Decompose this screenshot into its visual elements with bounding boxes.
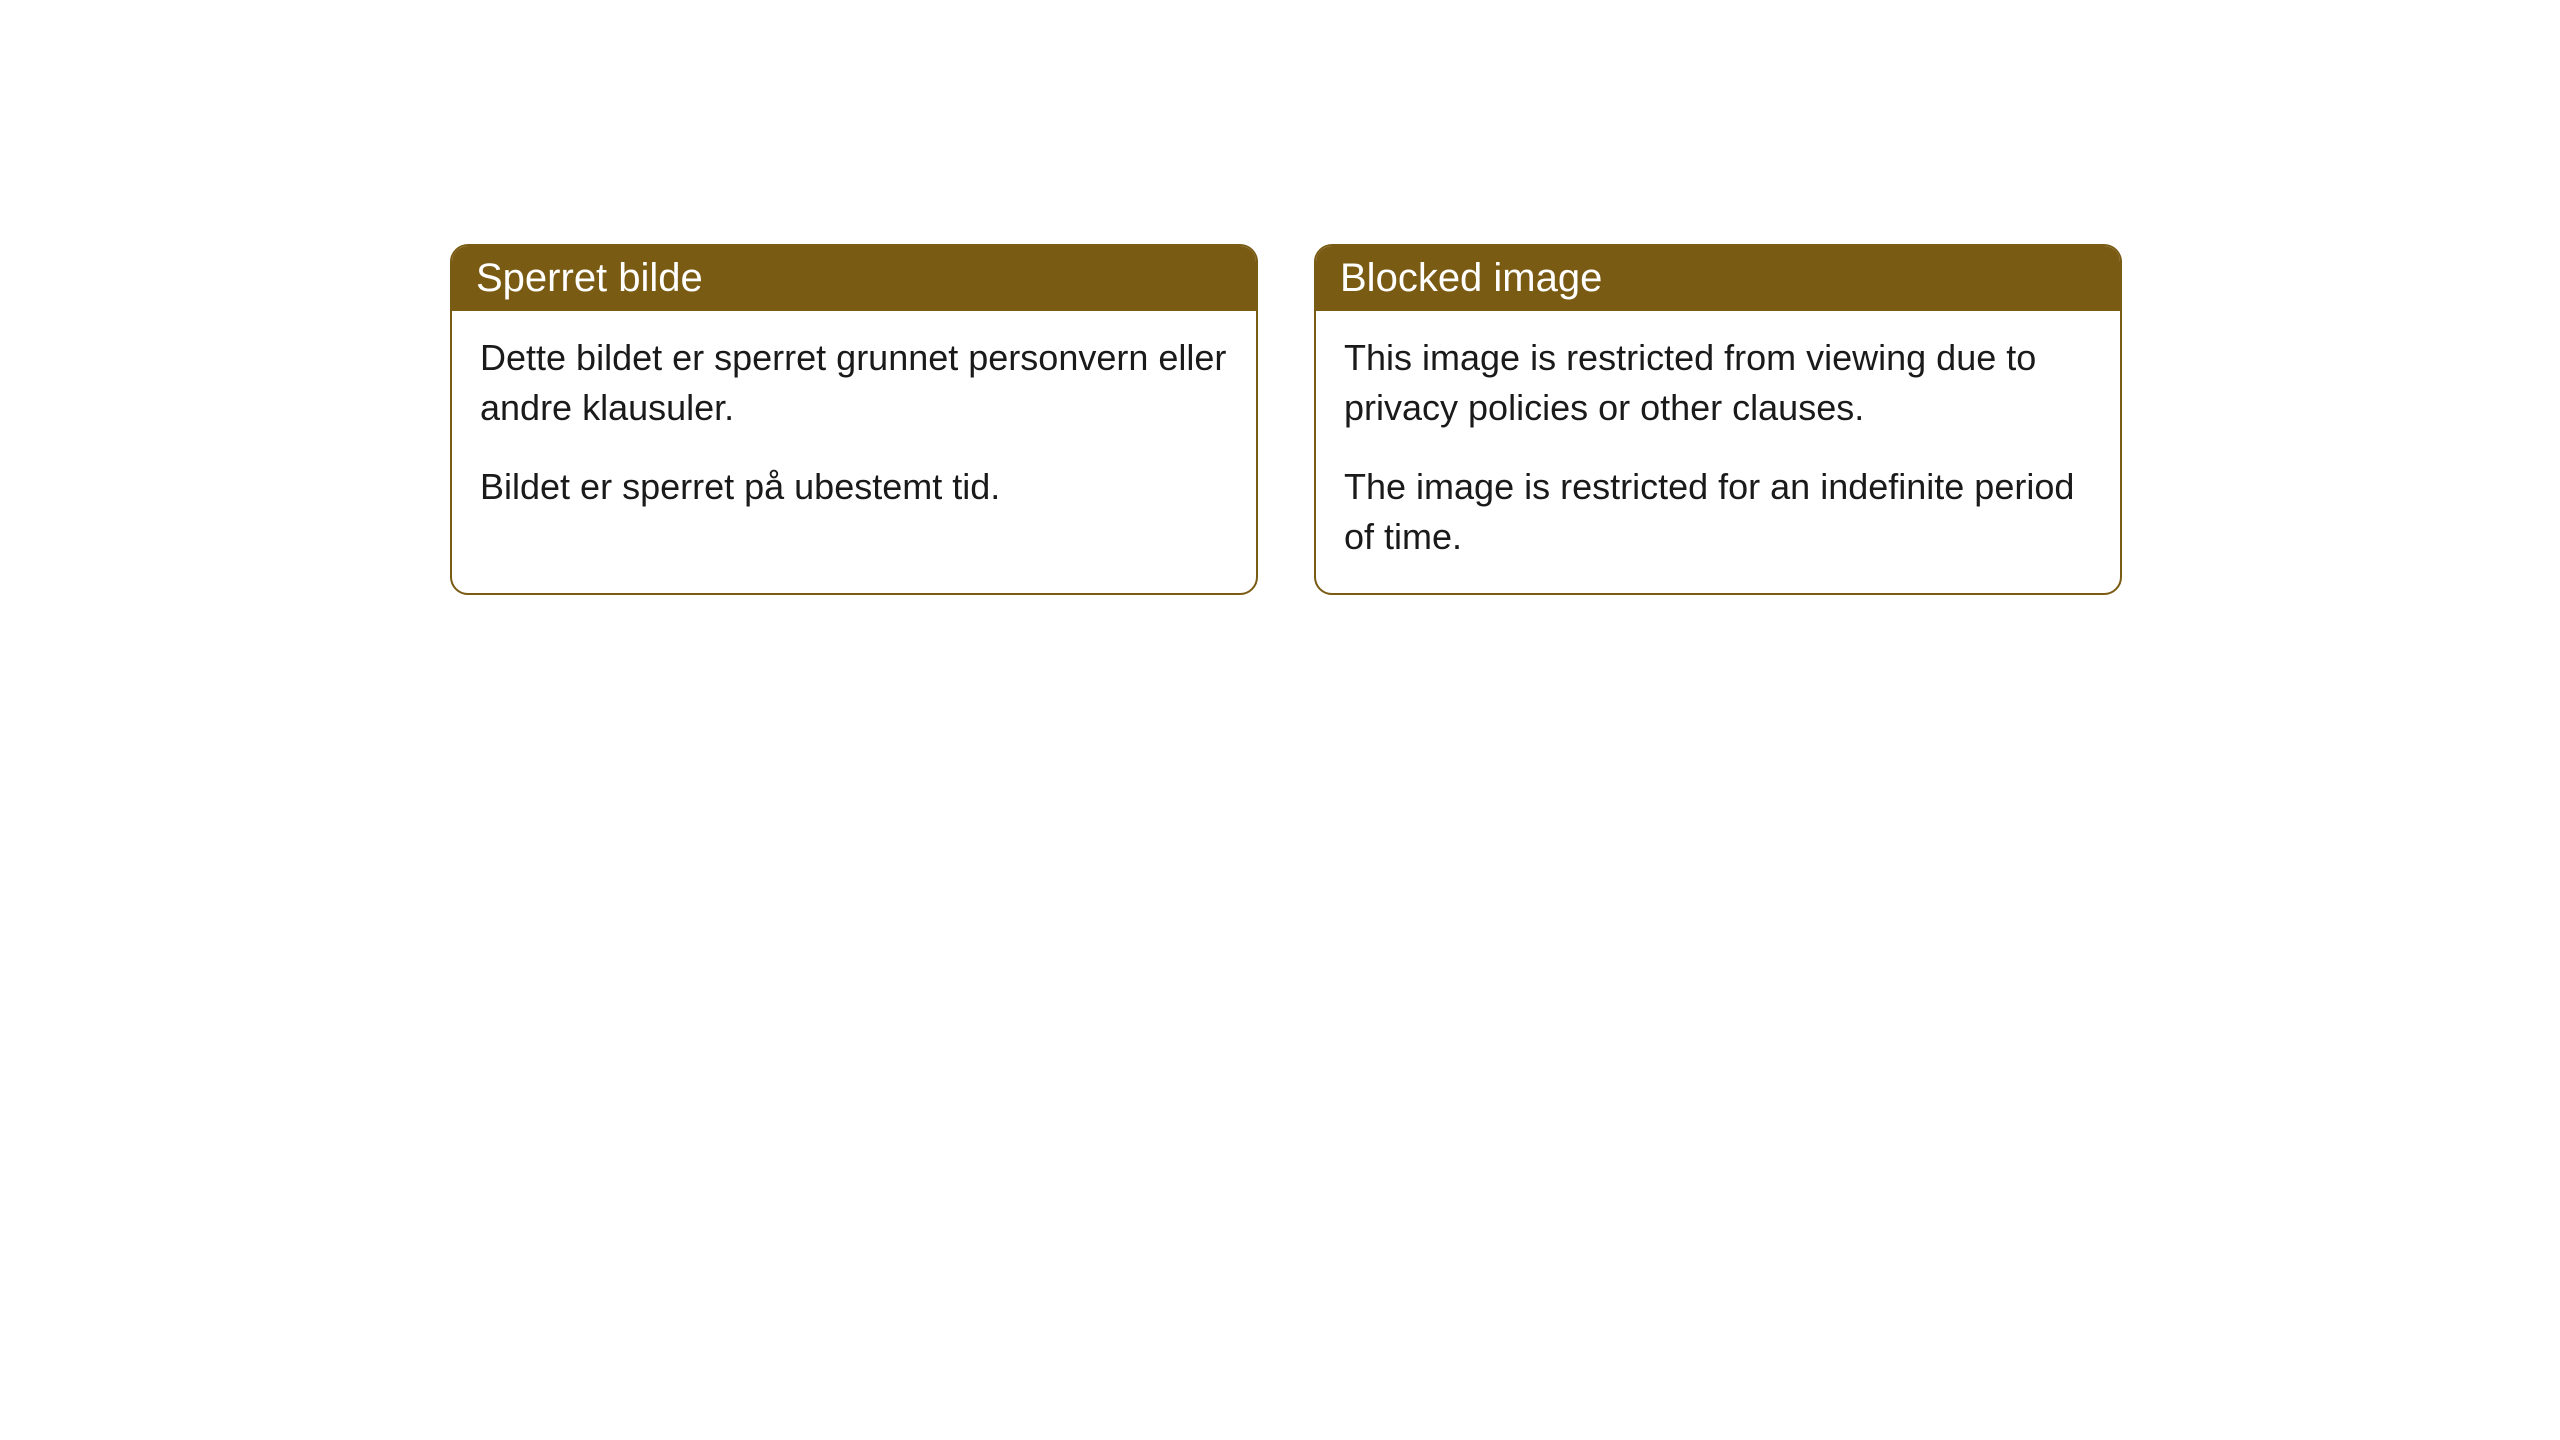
card-paragraph-2-no: Bildet er sperret på ubestemt tid.: [480, 462, 1228, 512]
card-norwegian: Sperret bilde Dette bildet er sperret gr…: [450, 244, 1258, 595]
cards-container: Sperret bilde Dette bildet er sperret gr…: [450, 244, 2122, 595]
card-header-norwegian: Sperret bilde: [452, 246, 1256, 311]
card-body-english: This image is restricted from viewing du…: [1316, 311, 2120, 593]
card-paragraph-1-en: This image is restricted from viewing du…: [1344, 333, 2092, 434]
card-paragraph-2-en: The image is restricted for an indefinit…: [1344, 462, 2092, 563]
card-english: Blocked image This image is restricted f…: [1314, 244, 2122, 595]
card-paragraph-1-no: Dette bildet er sperret grunnet personve…: [480, 333, 1228, 434]
card-header-english: Blocked image: [1316, 246, 2120, 311]
card-body-norwegian: Dette bildet er sperret grunnet personve…: [452, 311, 1256, 542]
